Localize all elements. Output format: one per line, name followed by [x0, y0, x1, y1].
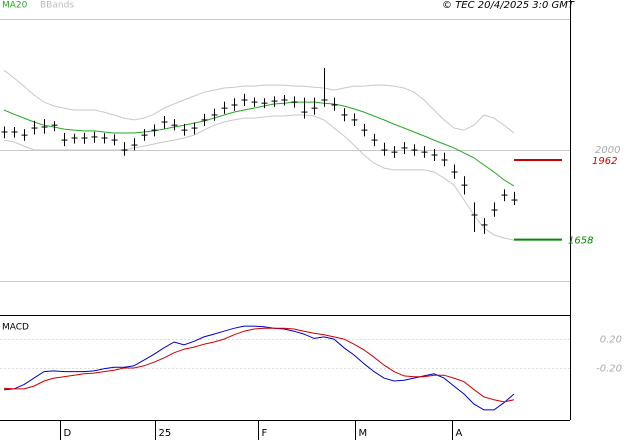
y-tick-label: 2000	[595, 145, 620, 156]
x-tick-label: M	[359, 428, 368, 439]
x-tick-label: 25	[159, 428, 172, 439]
macd-y-tick-label: 0.20	[600, 335, 622, 346]
macd-y-tick-label: -0.20	[596, 364, 622, 375]
bband-upper	[3, 69, 515, 134]
level-label: 1658	[568, 236, 593, 247]
macd-line	[3, 327, 515, 403]
legend-ma: MA20	[2, 1, 28, 11]
x-tick-label: F	[262, 428, 268, 439]
bband-lower	[3, 114, 515, 241]
macd-line	[3, 325, 515, 411]
level-label: 1962	[592, 156, 617, 167]
ma-line	[3, 101, 515, 187]
x-tick-label: D	[64, 428, 72, 439]
x-tick-label: A	[456, 428, 463, 439]
legend-bbands: BBands	[40, 1, 74, 11]
macd-title: MACD	[2, 323, 29, 333]
source-note: © TEC 20/4/2025 3:0 GMT	[442, 0, 575, 11]
